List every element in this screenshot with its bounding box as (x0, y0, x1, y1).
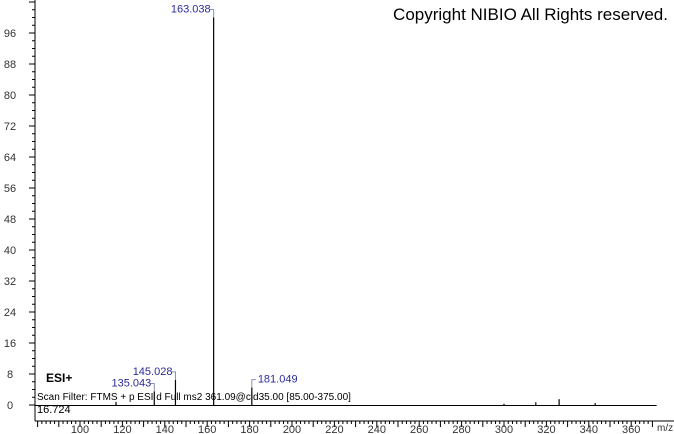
y-tick-label: 96 (4, 28, 16, 40)
x-tick-label: 120 (113, 424, 131, 434)
x-tick-label: 180 (240, 424, 258, 434)
peak-bracket (251, 379, 256, 388)
x-tick-label: 100 (71, 424, 89, 434)
y-tick-label: 16 (4, 338, 16, 350)
y-tick-label: 48 (4, 214, 16, 226)
x-tick-label: 300 (495, 424, 513, 434)
x-axis-label: m/z (657, 423, 673, 434)
y-tick-label: 56 (4, 183, 16, 195)
x-tick-label: 320 (537, 424, 555, 434)
copyright-text: Copyright NIBIO All Rights reserved. (393, 5, 668, 24)
y-tick-label: 88 (4, 59, 16, 71)
peak-label: 145.028 (133, 366, 173, 378)
x-tick-label: 240 (368, 424, 386, 434)
peak-label: 135.043 (112, 377, 152, 389)
y-tick-label: 72 (4, 121, 16, 133)
x-tick-label: 340 (580, 424, 598, 434)
ionization-label: ESI+ (46, 371, 72, 385)
y-tick-label: 24 (4, 307, 16, 319)
y-tick-label: 32 (4, 276, 16, 288)
y-tick-label: 8 (7, 369, 13, 381)
peak-bracket (171, 371, 176, 380)
x-tick-label: 220 (325, 424, 343, 434)
peak-bracket (150, 382, 155, 392)
x-tick-label: 160 (198, 424, 216, 434)
x-tick-label: 360 (622, 424, 640, 434)
x-tick-label: 280 (452, 424, 470, 434)
y-tick-label: 64 (4, 152, 16, 164)
retention-time-label: 16.724 (37, 404, 71, 416)
x-tick-label: 200 (283, 424, 301, 434)
y-tick-label: 0 (7, 400, 13, 412)
x-tick-label: 140 (156, 424, 174, 434)
scan-filter-text: Scan Filter: FTMS + p ESI d Full ms2 361… (37, 392, 351, 403)
peak-label: 181.049 (258, 374, 298, 386)
y-tick-label: 40 (4, 245, 16, 257)
y-tick-label: 80 (4, 90, 16, 102)
x-tick-label: 260 (410, 424, 428, 434)
peak-bracket (209, 9, 215, 18)
peak-label: 163.038 (171, 4, 211, 16)
